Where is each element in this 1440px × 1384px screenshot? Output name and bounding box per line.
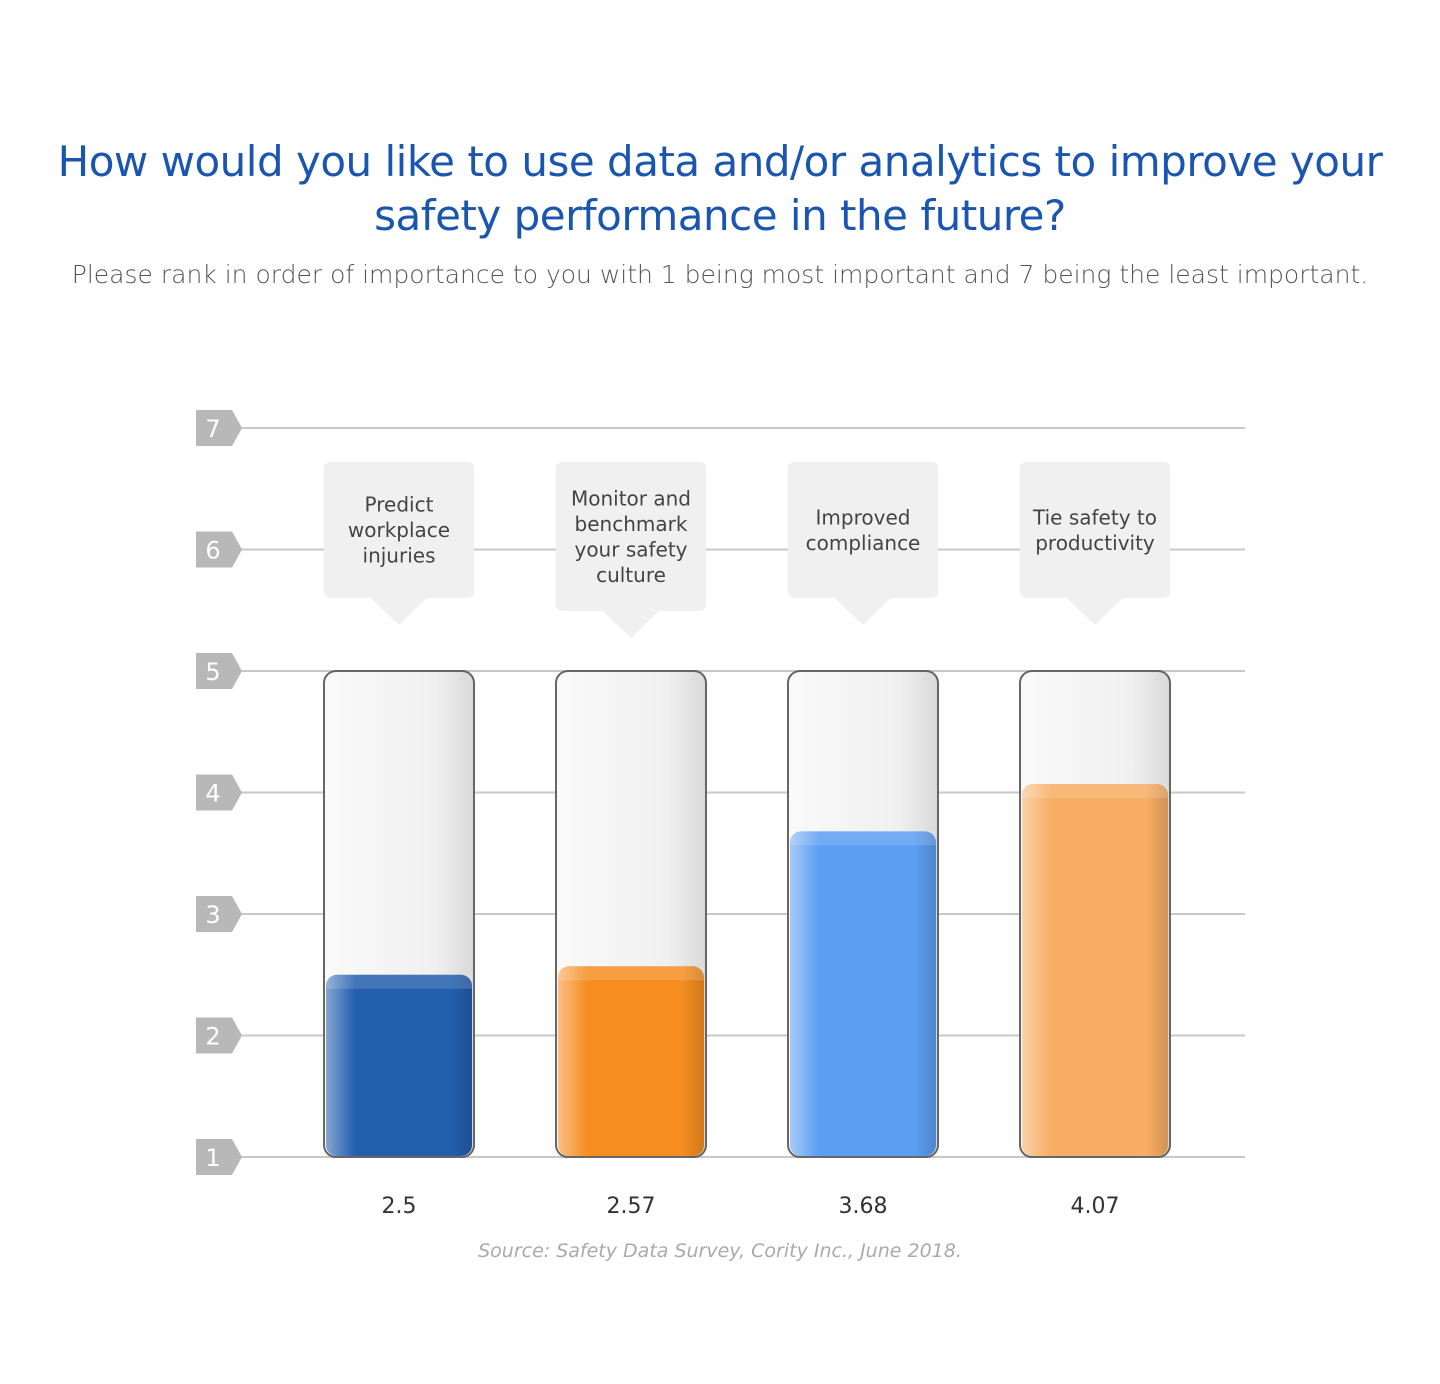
y-tick-label: 3 — [205, 901, 220, 929]
y-tick-label: 1 — [205, 1144, 220, 1172]
y-tick-label: 2 — [205, 1023, 220, 1051]
callout-pointer — [603, 611, 659, 638]
y-tick-tag — [196, 774, 242, 811]
category-label: productivity — [1035, 531, 1155, 555]
category-label: your safety — [574, 537, 687, 561]
category-label: Improved — [816, 505, 911, 529]
category-callout — [1020, 462, 1170, 598]
y-tick-tag — [196, 531, 242, 568]
category-label: Predict — [365, 493, 434, 517]
y-tick-tag — [196, 410, 242, 446]
chart-source: Source: Safety Data Survey, Cority Inc.,… — [478, 1240, 962, 1262]
data-label: 2.57 — [607, 1194, 656, 1219]
y-tick-label: 6 — [205, 537, 220, 565]
bar-shading — [326, 974, 472, 1156]
chart-subtitle: Please rank in order of importance to yo… — [71, 260, 1369, 289]
y-tick-label: 7 — [205, 415, 220, 443]
bar-surface — [558, 966, 704, 981]
category-callout — [324, 462, 474, 598]
data-label: 2.5 — [382, 1194, 417, 1219]
y-tick-tag — [196, 1139, 242, 1175]
bar-surface — [326, 974, 472, 989]
chart-title: How would you like to use data and/or an… — [57, 137, 1383, 240]
category-label: Monitor and — [571, 486, 691, 510]
bar-surface — [1022, 783, 1168, 798]
bar-shading — [790, 831, 936, 1156]
y-tick-tag — [196, 896, 242, 932]
y-tick-label: 5 — [205, 658, 220, 686]
category-callout — [788, 462, 938, 598]
bar-shading — [558, 966, 704, 1156]
category-label: benchmark — [575, 512, 688, 536]
callout-pointer — [1067, 598, 1123, 625]
data-label: 3.68 — [839, 1194, 888, 1219]
bar-shading — [1022, 783, 1168, 1156]
category-callout — [556, 462, 706, 611]
y-tick-tag — [196, 1017, 242, 1054]
category-label: injuries — [363, 544, 436, 568]
y-tick-tag — [196, 653, 242, 689]
y-tick-label: 4 — [205, 780, 220, 808]
data-label: 4.07 — [1071, 1194, 1120, 1219]
bar-surface — [790, 831, 936, 846]
category-label: workplace — [348, 518, 450, 542]
callout-pointer — [835, 598, 891, 625]
category-label: compliance — [806, 531, 921, 555]
category-label: culture — [596, 563, 666, 587]
callout-pointer — [371, 598, 427, 625]
category-label: Tie safety to — [1032, 505, 1157, 529]
